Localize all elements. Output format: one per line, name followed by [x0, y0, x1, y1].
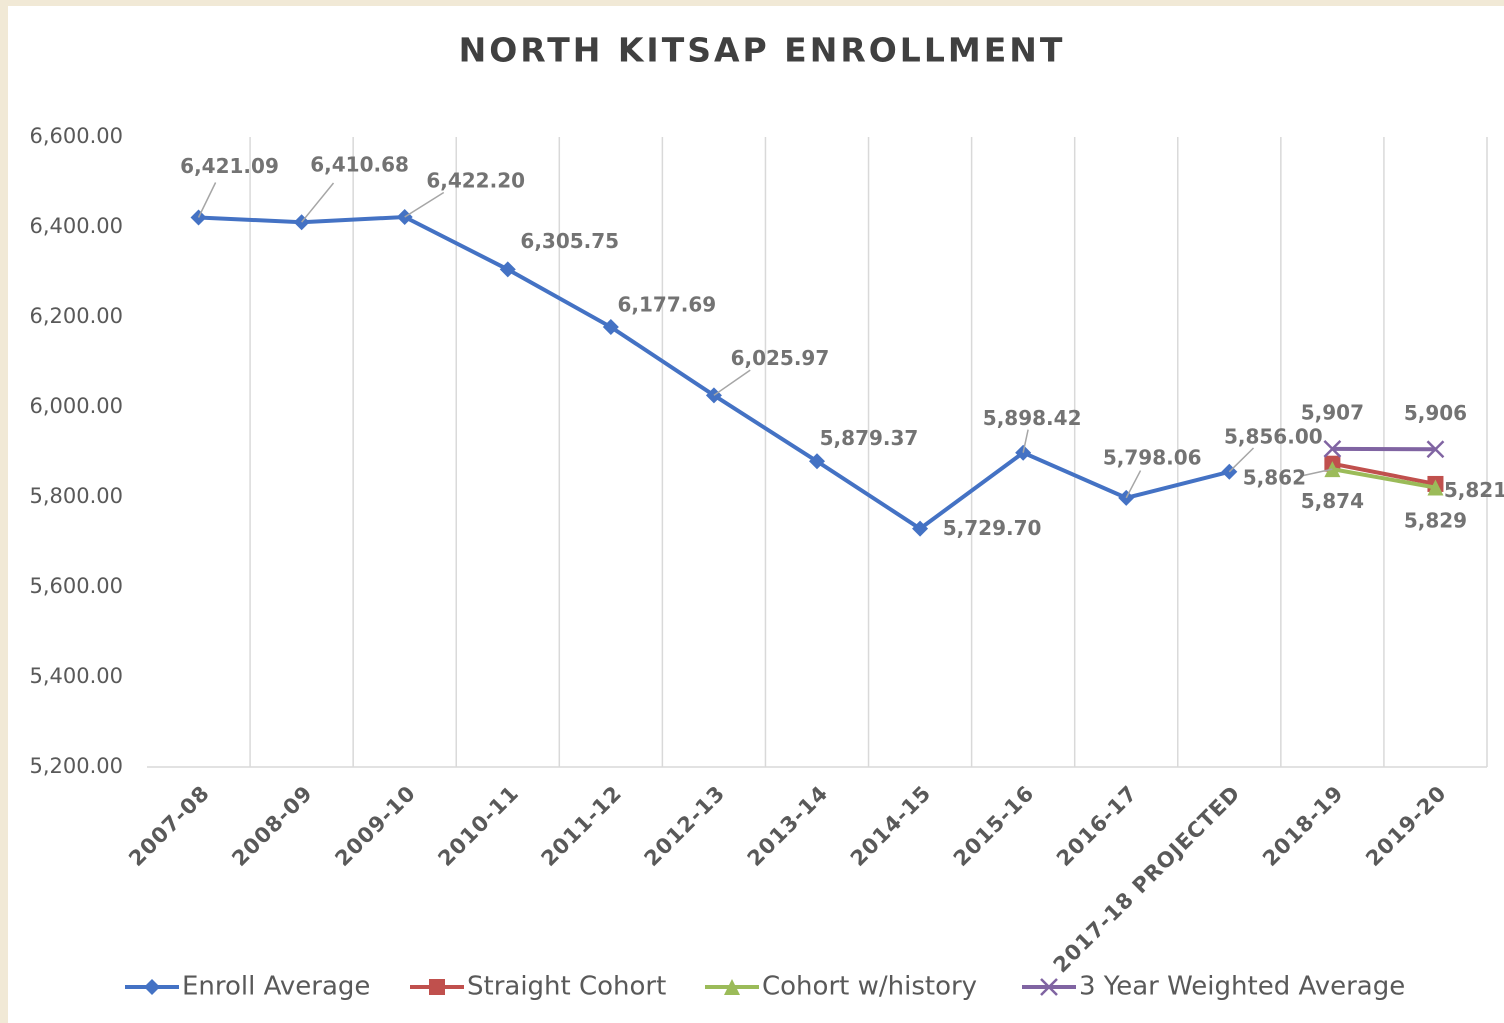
y-tick-label: 5,600.00: [29, 574, 123, 598]
legend-label: Straight Cohort: [467, 972, 666, 1002]
point-marker: [429, 979, 445, 995]
chart-background: [8, 6, 1504, 1023]
point-marker: [144, 979, 160, 995]
y-tick-label: 6,200.00: [29, 304, 123, 328]
point-marker: [1015, 444, 1032, 461]
y-tick-label: 5,200.00: [29, 754, 123, 778]
data-label: 5,829: [1404, 508, 1467, 532]
data-label: 5,729.70: [943, 516, 1042, 540]
leader-line: [301, 182, 335, 223]
data-label: 6,422.20: [426, 169, 525, 193]
leader-line: [1125, 470, 1142, 499]
y-tick-label: 6,600.00: [29, 124, 123, 148]
data-label: 5,798.06: [1103, 445, 1202, 469]
point-marker: [912, 520, 929, 537]
point-marker: [1323, 439, 1342, 458]
point-marker: [602, 319, 619, 336]
series: 6,421.09 6,410.68 6,422.20 6,305.75 6,177.69…: [180, 153, 1322, 540]
series: 5,862 5,821: [1243, 461, 1504, 502]
leader-line: [1228, 447, 1255, 473]
data-label: 5,862: [1243, 466, 1306, 490]
point-marker: [1427, 479, 1444, 496]
data-label: 6,421.09: [180, 154, 279, 178]
data-label: 5,821: [1444, 478, 1504, 502]
point-marker: [1426, 440, 1445, 459]
data-label: 5,879.37: [820, 426, 919, 450]
y-tick-label: 5,400.00: [29, 664, 123, 688]
data-label: 5,898.42: [983, 406, 1082, 430]
series: 5,907 5,906: [1301, 400, 1467, 459]
legend-label: 3 Year Weighted Average: [1079, 972, 1405, 1002]
chart-title: NORTH KITSAP ENROLLMENT: [459, 31, 1066, 70]
series-line: [1331, 461, 1436, 486]
legend-label: Enroll Average: [182, 972, 370, 1002]
data-label: 6,025.97: [731, 346, 830, 370]
data-label: 6,305.75: [520, 229, 619, 253]
leader-line: [197, 182, 217, 218]
y-tick-label: 6,400.00: [29, 214, 123, 238]
data-label: 5,856.00: [1224, 424, 1323, 448]
data-label: 5,874: [1301, 489, 1364, 513]
point-marker: [809, 453, 825, 470]
y-tick-label: 5,800.00: [29, 484, 123, 508]
series-line: [1332, 467, 1436, 490]
point-marker: [724, 979, 740, 995]
point-marker: [1040, 978, 1058, 996]
leader-line: [1022, 429, 1029, 453]
point-marker: [499, 261, 516, 278]
y-tick-label: 6,000.00: [29, 394, 123, 418]
data-label: 5,906: [1404, 401, 1467, 425]
leader-line: [713, 369, 751, 396]
leader-line: [404, 191, 445, 218]
legend-label: Cohort w/history: [762, 972, 977, 1002]
leader-line: [1300, 468, 1333, 477]
data-label: 6,410.68: [310, 153, 409, 177]
data-label: 5,907: [1301, 400, 1364, 424]
data-label: 6,177.69: [617, 293, 716, 317]
